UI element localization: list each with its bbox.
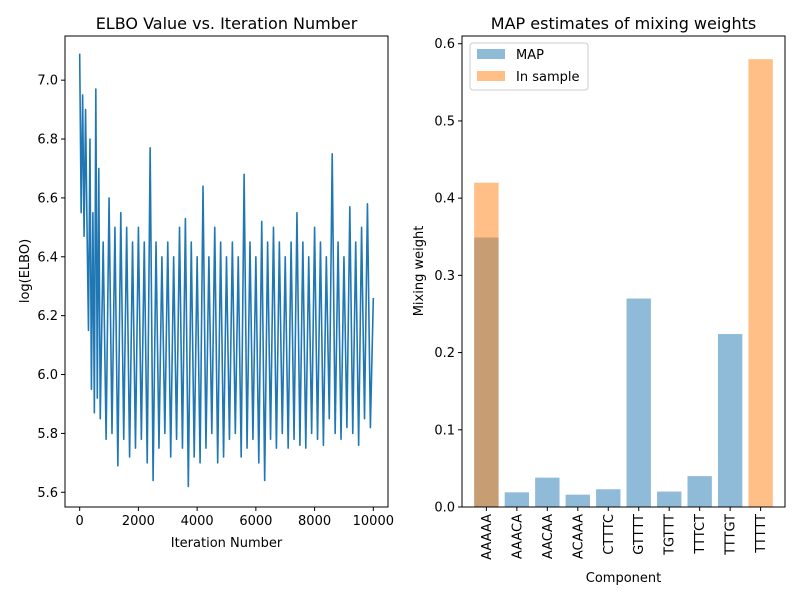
mixing-y-tick-label: 0.2 — [434, 346, 455, 361]
mixing-axes-frame — [461, 35, 786, 508]
mixing-bars — [474, 59, 773, 507]
mixing-x-ticks: AAAAA AAACA AACAA ACAAA CTTTC GTTTT TGTTT TTTCT… — [480, 507, 769, 560]
elbo-y-axis-label: log(ELBO) — [18, 239, 33, 303]
mixing-x-tick-label: TTTGT — [724, 514, 739, 556]
mixing-x-axis-label: Component — [586, 571, 661, 586]
mixing-y-tick-label: 0.6 — [434, 37, 455, 52]
mixing-y-tick-label: 0.0 — [434, 501, 455, 516]
elbo-x-tick-label: 10000 — [353, 514, 394, 529]
legend-label-in-sample: In sample — [516, 70, 579, 85]
mixing-x-tick-label: CTTTC — [602, 514, 617, 555]
bar-map-aacaa — [535, 477, 560, 507]
elbo-plot-area — [78, 53, 375, 488]
elbo-x-tick-label: 0 — [76, 514, 84, 529]
elbo-chart: ELBO Value vs. Iteration Number Iteratio… — [18, 14, 394, 551]
bar-map-tttgt — [717, 334, 743, 507]
elbo-y-tick-label: 5.8 — [37, 427, 58, 442]
mixing-x-tick-label: TTTTT — [754, 514, 769, 554]
elbo-y-ticks: 5.6 5.8 6.0 6.2 6.4 6.6 6.8 7.0 — [37, 74, 65, 501]
bar-map-tttct — [687, 476, 712, 507]
mixing-x-tick-label: TGTTT — [663, 514, 678, 556]
elbo-chart-title: ELBO Value vs. Iteration Number — [96, 14, 358, 33]
bar-in-sample-ttttt — [748, 59, 773, 507]
mixing-y-axis-label: Mixing weight — [412, 226, 427, 317]
elbo-y-tick-label: 6.6 — [37, 191, 58, 206]
elbo-y-tick-label: 6.0 — [37, 368, 58, 383]
elbo-x-axis-label: Iteration Number — [171, 536, 283, 551]
legend-swatch-in-sample — [477, 71, 505, 81]
elbo-x-tick-label: 4000 — [181, 514, 214, 529]
mixing-x-tick-label: ACAAA — [571, 514, 586, 559]
bar-map-aaaca — [504, 492, 530, 507]
mixing-y-tick-label: 0.4 — [434, 192, 455, 207]
elbo-y-tick-label: 6.4 — [37, 250, 58, 265]
mixing-x-tick-label: TTTCT — [693, 514, 708, 555]
elbo-series-line — [78, 53, 375, 488]
bar-map-ctttc — [596, 489, 621, 507]
elbo-y-tick-label: 5.6 — [37, 486, 58, 501]
mixing-x-tick-label: GTTTT — [632, 514, 647, 555]
legend-swatch-map — [477, 49, 505, 59]
bar-map-acaaa — [565, 494, 590, 507]
mixing-x-tick-label: AAACA — [510, 514, 525, 559]
mixing-legend: MAP In sample — [469, 42, 589, 91]
mixing-y-ticks: 0.0 0.1 0.2 0.3 0.4 0.5 0.6 — [434, 37, 462, 516]
mixing-x-tick-label: AAAAA — [480, 514, 495, 560]
elbo-y-tick-label: 7.0 — [37, 74, 58, 89]
elbo-y-tick-label: 6.2 — [37, 309, 58, 324]
mixing-y-tick-label: 0.1 — [434, 423, 455, 438]
elbo-x-ticks: 0 2000 4000 6000 8000 10000 — [76, 507, 394, 529]
mixing-weights-chart: MAP estimates of mixing weights Componen… — [412, 14, 786, 586]
mixing-y-tick-label: 0.3 — [434, 269, 455, 284]
legend-label-map: MAP — [516, 48, 544, 63]
bar-map-tgttt — [657, 491, 682, 507]
bar-in-sample-aaaaa — [474, 182, 499, 507]
bar-map-gtttt — [626, 298, 651, 507]
elbo-x-tick-label: 2000 — [122, 514, 155, 529]
elbo-y-tick-label: 6.8 — [37, 133, 58, 148]
elbo-axes-frame — [64, 35, 389, 508]
mixing-x-tick-label: AACAA — [541, 514, 556, 559]
elbo-x-tick-label: 6000 — [239, 514, 272, 529]
mixing-y-tick-label: 0.5 — [434, 114, 455, 129]
elbo-x-tick-label: 8000 — [298, 514, 331, 529]
mixing-chart-title: MAP estimates of mixing weights — [491, 14, 756, 33]
